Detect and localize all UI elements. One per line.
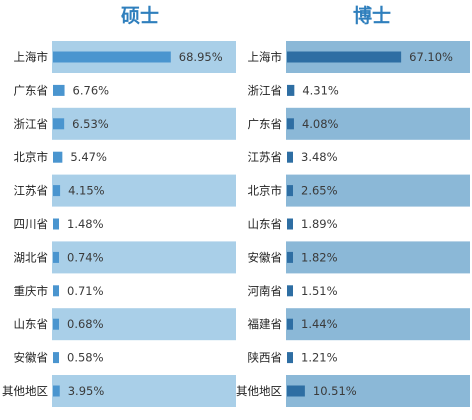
category-label-masters: 浙江省 <box>14 117 49 131</box>
bar-phd <box>287 51 402 63</box>
value-label-phd: 4.31% <box>302 83 339 97</box>
value-label-masters: 0.71% <box>67 284 104 298</box>
value-label-phd: 10.51% <box>313 384 357 398</box>
category-label-phd: 河南省 <box>248 284 283 298</box>
category-label-phd: 山东省 <box>248 217 283 231</box>
category-label-phd: 浙江省 <box>248 83 283 97</box>
bar-phd <box>287 352 293 364</box>
value-label-phd: 3.48% <box>301 150 338 164</box>
row-band-masters <box>52 375 236 407</box>
bar-masters <box>53 185 61 197</box>
chart-title-masters: 硕士 <box>121 5 159 27</box>
category-label-phd: 广东省 <box>248 117 283 131</box>
bar-masters <box>53 318 59 330</box>
bar-masters <box>53 385 60 397</box>
bar-masters <box>53 118 65 130</box>
category-label-masters: 四川省 <box>14 217 49 231</box>
value-label-masters: 0.74% <box>67 250 104 264</box>
category-label-masters: 湖北省 <box>14 250 49 264</box>
bar-phd <box>287 251 293 263</box>
row-band-masters <box>52 107 236 140</box>
category-label-masters: 安徽省 <box>14 351 49 365</box>
category-label-masters: 其他地区 <box>2 384 48 398</box>
value-label-masters: 6.53% <box>72 117 109 131</box>
row-band-phd <box>286 308 470 341</box>
row-band-phd <box>286 241 470 274</box>
row-band-phd <box>286 174 470 207</box>
bar-masters <box>53 218 59 230</box>
category-label-phd: 陕西省 <box>248 351 283 365</box>
category-label-phd: 其他地区 <box>236 384 282 398</box>
value-label-phd: 1.44% <box>301 317 338 331</box>
bar-phd <box>287 218 293 230</box>
value-label-masters: 68.95% <box>179 50 223 64</box>
row-band-masters <box>52 241 236 274</box>
bar-phd <box>287 185 293 197</box>
value-label-phd: 1.51% <box>301 284 338 298</box>
value-label-phd: 2.65% <box>301 184 338 198</box>
category-label-phd: 北京市 <box>248 184 283 198</box>
row-band-masters <box>52 308 236 341</box>
value-label-masters: 3.95% <box>68 384 105 398</box>
bar-masters <box>53 51 171 63</box>
category-label-phd: 江苏省 <box>248 150 283 164</box>
category-label-masters: 上海市 <box>14 50 49 64</box>
category-label-masters: 重庆市 <box>14 284 49 298</box>
bar-masters <box>53 151 63 163</box>
value-label-phd: 4.08% <box>302 117 339 131</box>
chart-title-phd: 博士 <box>353 4 391 27</box>
bar-masters <box>53 285 59 297</box>
category-label-masters: 江苏省 <box>14 184 49 198</box>
category-label-masters: 北京市 <box>14 150 49 164</box>
category-label-masters: 山东省 <box>14 317 49 331</box>
value-label-masters: 4.15% <box>68 184 105 198</box>
bar-phd <box>287 118 294 130</box>
value-label-phd: 67.10% <box>409 50 453 64</box>
value-label-phd: 1.21% <box>301 351 338 365</box>
row-band-phd <box>286 375 470 407</box>
category-label-masters: 广东省 <box>14 83 49 97</box>
bar-masters <box>53 251 59 263</box>
value-label-masters: 6.76% <box>73 83 110 97</box>
row-band-phd <box>286 107 470 140</box>
bar-phd <box>287 285 293 297</box>
value-label-phd: 1.82% <box>301 250 338 264</box>
value-label-masters: 0.58% <box>67 351 104 365</box>
bar-masters <box>53 352 59 364</box>
row-band-masters <box>52 174 236 207</box>
bar-phd <box>287 318 293 330</box>
value-label-masters: 1.48% <box>67 217 104 231</box>
bar-phd <box>287 151 293 163</box>
bar-phd <box>287 385 305 397</box>
value-label-phd: 1.89% <box>301 217 338 231</box>
bar-masters <box>53 84 65 96</box>
bar-phd <box>287 84 295 96</box>
category-label-phd: 上海市 <box>248 50 283 64</box>
category-label-phd: 福建省 <box>248 317 283 331</box>
value-label-masters: 5.47% <box>70 150 107 164</box>
category-label-phd: 安徽省 <box>248 250 283 264</box>
value-label-masters: 0.68% <box>67 317 104 331</box>
